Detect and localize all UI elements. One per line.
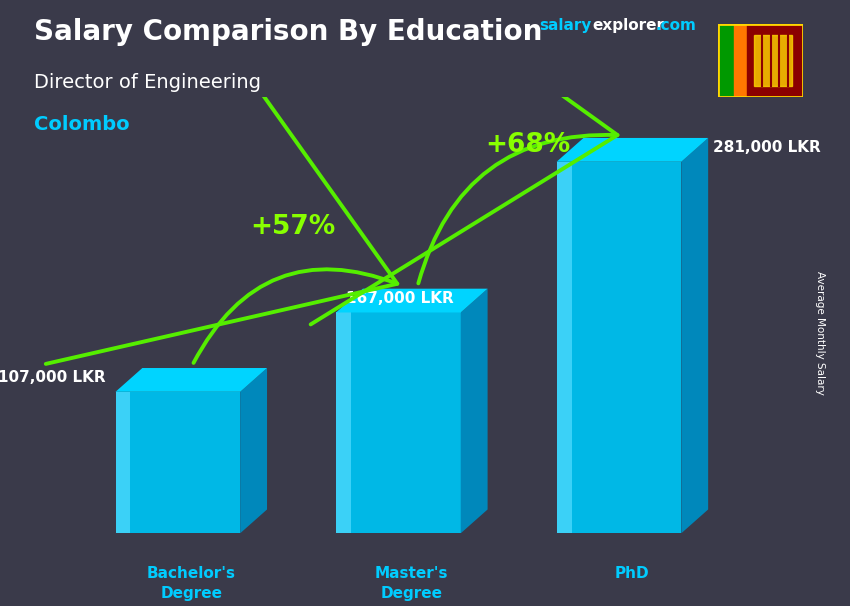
Text: Master's
Degree: Master's Degree <box>375 567 449 601</box>
Text: +57%: +57% <box>250 213 336 239</box>
Polygon shape <box>116 392 130 533</box>
Bar <box>747 24 803 97</box>
Text: PhD: PhD <box>615 567 649 581</box>
Text: Average Monthly Salary: Average Monthly Salary <box>815 271 825 395</box>
FancyArrowPatch shape <box>46 0 397 364</box>
Text: Salary Comparison By Education: Salary Comparison By Education <box>34 18 542 46</box>
Text: Colombo: Colombo <box>34 115 129 134</box>
Polygon shape <box>557 162 571 533</box>
Text: salary: salary <box>540 18 592 33</box>
Text: Director of Engineering: Director of Engineering <box>34 73 261 92</box>
Bar <box>718 24 734 97</box>
Polygon shape <box>557 138 708 162</box>
Polygon shape <box>557 162 682 533</box>
Polygon shape <box>682 138 708 533</box>
Text: .com: .com <box>655 18 696 33</box>
Polygon shape <box>336 313 351 533</box>
Bar <box>754 35 792 86</box>
Polygon shape <box>241 368 267 533</box>
Polygon shape <box>116 392 241 533</box>
Polygon shape <box>336 313 461 533</box>
Polygon shape <box>461 288 488 533</box>
Text: 107,000 LKR: 107,000 LKR <box>0 370 106 385</box>
FancyArrowPatch shape <box>310 0 617 324</box>
Polygon shape <box>116 368 267 392</box>
Bar <box>734 24 747 97</box>
Text: 167,000 LKR: 167,000 LKR <box>346 291 453 306</box>
Text: Bachelor's
Degree: Bachelor's Degree <box>147 567 235 601</box>
Text: 281,000 LKR: 281,000 LKR <box>713 140 821 155</box>
Polygon shape <box>336 288 488 313</box>
Text: +68%: +68% <box>485 132 570 158</box>
Text: explorer: explorer <box>592 18 665 33</box>
